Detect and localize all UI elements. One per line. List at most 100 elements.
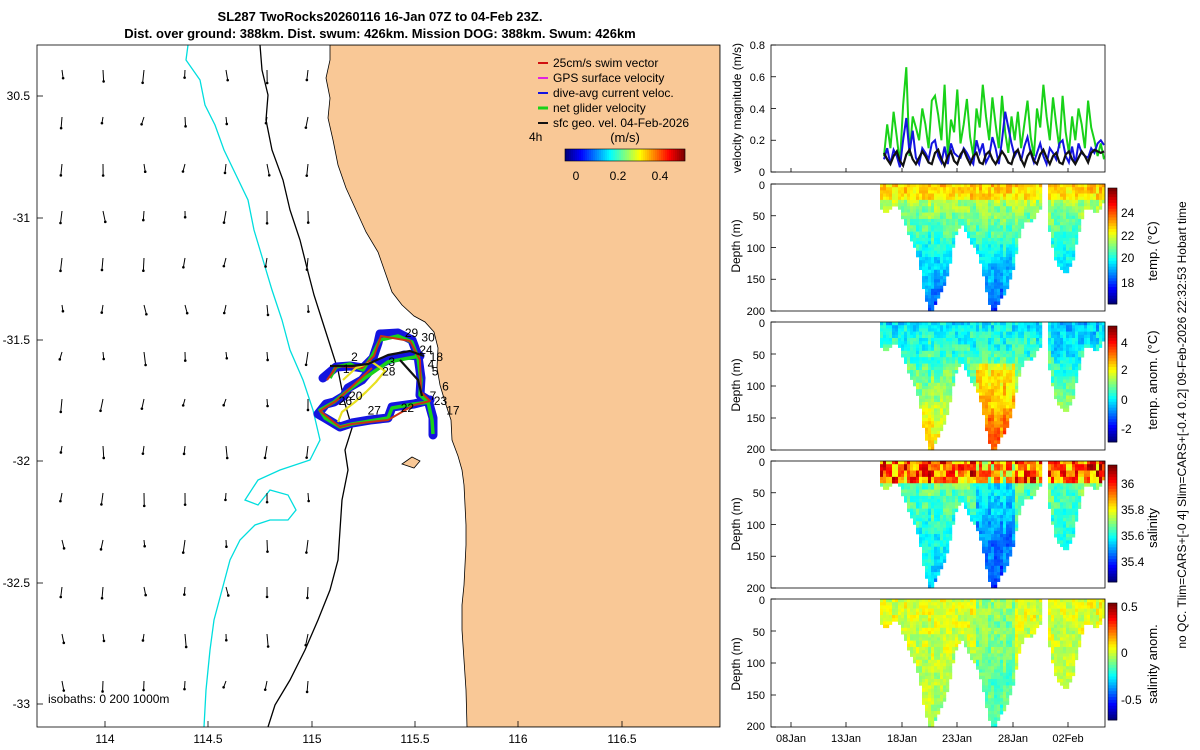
temp-cell (1054, 228, 1058, 232)
temp-cell (985, 234, 989, 239)
temp-cell (1006, 187, 1010, 191)
tanom-cell (991, 373, 995, 377)
temp-cell (988, 279, 992, 283)
temp-cell (997, 225, 1001, 229)
sal-cell (1018, 467, 1022, 471)
sal-cell (940, 546, 944, 551)
sal-cell (1099, 473, 1103, 478)
temp-cell (1081, 190, 1085, 194)
sal-cell (925, 565, 929, 570)
sal-cell (979, 492, 983, 497)
tanom-cell (1003, 331, 1007, 336)
temp-cell (994, 291, 998, 296)
tanom-cell (1072, 382, 1076, 387)
sal-cell (1054, 461, 1058, 465)
temp-cell (1015, 234, 1019, 239)
tanom-cell (958, 350, 962, 355)
temp-cell (928, 196, 932, 201)
tanom-cell (976, 322, 980, 326)
tanom-cell (1006, 331, 1010, 336)
tanom-cell (937, 325, 941, 329)
sal-cell (910, 511, 914, 516)
temp-cell (964, 218, 968, 223)
tanom-cell (1078, 366, 1082, 371)
temp-cell (931, 231, 935, 236)
temp-cell (1048, 193, 1052, 197)
tanom-cell (1066, 354, 1070, 358)
sal-cell (991, 524, 995, 528)
tanom-cell (1006, 418, 1010, 422)
temp-cell (988, 228, 992, 232)
tanom-cell (1051, 357, 1055, 361)
sal-cell (991, 584, 995, 589)
temp-colorbar-cell (1108, 295, 1117, 299)
sal-cell (991, 581, 995, 586)
temp-cell (916, 250, 920, 255)
tanom-cell (1087, 325, 1091, 329)
tanom-cell (1063, 408, 1067, 412)
sal-cell (931, 476, 935, 481)
temp-cell (952, 209, 956, 213)
temp-cell (919, 184, 923, 188)
sal-cell (973, 483, 977, 487)
temp-cell (988, 250, 992, 255)
temp-cell (988, 237, 992, 242)
temp-cell (925, 215, 929, 220)
tanom-cell (967, 341, 971, 345)
tanom-cell (1024, 357, 1028, 361)
sal-cell (1006, 556, 1010, 560)
sal-cell (1096, 467, 1100, 471)
sal-cell (1069, 467, 1073, 471)
temp-cell (985, 282, 989, 286)
temp-cell (961, 206, 965, 210)
temp-cell (970, 193, 974, 197)
tanom-cell (1099, 334, 1103, 339)
tanom-cell (1021, 322, 1025, 326)
sal-cell (943, 559, 947, 563)
tanom-cell (1072, 354, 1076, 358)
sal-cell (997, 559, 1001, 563)
temp-cell (1087, 193, 1091, 197)
temp-cell (880, 193, 884, 197)
tanom-cell (922, 341, 926, 345)
sal-cell (982, 502, 986, 506)
sal-cell (883, 473, 887, 478)
temp-cell (1087, 199, 1091, 204)
track-yellow (336, 360, 387, 423)
temp-cell (1069, 228, 1073, 232)
sal-cell (988, 476, 992, 481)
tanom-cell (1012, 389, 1016, 393)
sal-cell (922, 546, 926, 551)
temp-cell (1096, 199, 1100, 204)
sal-cell (967, 511, 971, 516)
temp-cell (988, 244, 992, 248)
tanom-cell (910, 360, 914, 364)
sal-cell (1057, 511, 1061, 516)
tanom-cell (1033, 325, 1037, 329)
tanom-cell (961, 341, 965, 345)
tanom-cell (949, 398, 953, 403)
sal-cell (1075, 483, 1079, 487)
tanom-cell (1012, 386, 1016, 390)
temp-cell (931, 184, 935, 188)
sal-cell (1060, 540, 1064, 544)
tanom-cell (976, 334, 980, 339)
isobaths-label: isobaths: 0 200 1000m (48, 692, 169, 706)
sal-cell (985, 530, 989, 535)
tanom-cell (904, 322, 908, 326)
temp-cell (919, 206, 923, 210)
tanom-cell (916, 357, 920, 361)
temp-cell (949, 253, 953, 258)
temp-cell (991, 276, 995, 280)
temp-cell (931, 298, 935, 302)
temp-cell (970, 241, 974, 245)
temp-cell (943, 222, 947, 226)
sal-cell (1060, 464, 1064, 468)
temp-cell (922, 282, 926, 286)
temp-cell (961, 187, 965, 191)
temp-cell (931, 187, 935, 191)
temp-cell (883, 184, 887, 188)
temp-cell (1003, 291, 1007, 296)
tanom-cell (907, 347, 911, 352)
sal-cell (940, 489, 944, 494)
